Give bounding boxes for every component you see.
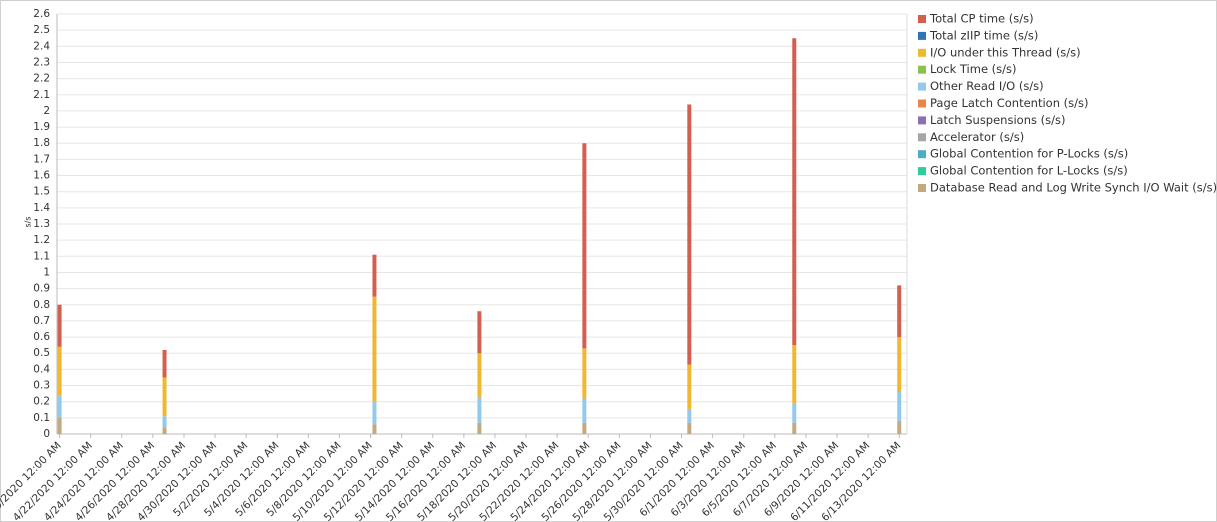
y-tick-label: 1.5 bbox=[33, 186, 50, 198]
y-tick-label: 1.9 bbox=[33, 121, 50, 133]
y-tick-label: 0.7 bbox=[33, 315, 50, 327]
y-tick-label: 0 bbox=[43, 428, 50, 440]
y-tick-label: 2.4 bbox=[33, 40, 50, 52]
bar-segment bbox=[477, 422, 482, 434]
bar-segment bbox=[792, 422, 797, 434]
bar-segment bbox=[897, 337, 902, 392]
legend-label: Accelerator (s/s) bbox=[930, 130, 1024, 144]
y-tick-label: 1.7 bbox=[33, 153, 50, 165]
bar-segment bbox=[162, 416, 167, 428]
bar-segment bbox=[162, 427, 167, 434]
legend-swatch bbox=[918, 65, 926, 74]
bar-segment bbox=[687, 104, 692, 365]
y-tick-label: 1.2 bbox=[33, 234, 50, 246]
legend-label: Total zIIP time (s/s) bbox=[929, 28, 1038, 42]
y-tick-label: 0.8 bbox=[33, 299, 50, 311]
legend-swatch bbox=[918, 184, 926, 192]
bar-segment bbox=[582, 143, 587, 349]
legend-label: Lock Time (s/s) bbox=[930, 62, 1017, 76]
bar-segment bbox=[477, 396, 482, 423]
bar-segment bbox=[582, 422, 587, 434]
bar-segment bbox=[897, 285, 902, 338]
bar-segment bbox=[477, 311, 482, 354]
legend-label: Latch Suspensions (s/s) bbox=[930, 113, 1065, 127]
legend-label: Other Read I/O (s/s) bbox=[930, 79, 1044, 93]
bar-segment bbox=[57, 346, 62, 396]
bar-segment bbox=[57, 304, 62, 347]
bar-segment bbox=[687, 409, 692, 423]
bar-segment bbox=[162, 377, 167, 417]
y-tick-label: 2.1 bbox=[33, 89, 50, 101]
y-tick-label: 0.1 bbox=[33, 412, 50, 424]
y-tick-label: 2.6 bbox=[33, 8, 50, 20]
bar-segment bbox=[687, 422, 692, 434]
legend-label: Global Contention for L-Locks (s/s) bbox=[930, 164, 1128, 178]
bar-segment bbox=[897, 392, 902, 422]
legend-swatch bbox=[918, 99, 926, 108]
y-tick-label: 0.5 bbox=[33, 347, 50, 359]
y-tick-label: 0.3 bbox=[33, 380, 50, 392]
bar-segment bbox=[792, 345, 797, 404]
bar-segment bbox=[582, 348, 587, 399]
bar-segment bbox=[582, 398, 587, 423]
bar-segment bbox=[372, 401, 377, 425]
legend-swatch bbox=[918, 133, 926, 142]
legend-label: Database Read and Log Write Synch I/O Wa… bbox=[930, 181, 1217, 195]
y-tick-label: 1.1 bbox=[33, 250, 50, 262]
bar-segment bbox=[372, 424, 377, 434]
y-tick-label: 1.6 bbox=[33, 170, 50, 182]
bar-segment bbox=[57, 395, 62, 418]
legend-swatch bbox=[918, 167, 926, 176]
y-tick-label: 2 bbox=[43, 105, 50, 117]
bar-segment bbox=[792, 403, 797, 423]
legend-swatch bbox=[918, 150, 926, 159]
y-tick-label: 0.2 bbox=[33, 396, 50, 408]
legend-swatch bbox=[918, 31, 926, 40]
bar-segment bbox=[687, 364, 692, 410]
y-tick-label: 0.9 bbox=[33, 283, 50, 295]
y-tick-label: 0.4 bbox=[33, 363, 50, 375]
y-tick-label: 2.5 bbox=[33, 24, 50, 36]
bar-segment bbox=[372, 296, 377, 402]
legend-label: Global Contention for P-Locks (s/s) bbox=[930, 147, 1128, 161]
legend-label: I/O under this Thread (s/s) bbox=[930, 45, 1081, 59]
bar-segment bbox=[792, 38, 797, 346]
bar-segment bbox=[372, 254, 377, 297]
bar-segment bbox=[162, 350, 167, 378]
bar-segment bbox=[57, 417, 62, 434]
legend-label: Total CP time (s/s) bbox=[929, 12, 1034, 26]
bar-segment bbox=[897, 421, 902, 434]
y-tick-label: 1 bbox=[43, 266, 50, 278]
y-tick-label: 2.3 bbox=[33, 56, 50, 68]
y-tick-label: 1.4 bbox=[33, 202, 50, 214]
y-tick-label: 1.3 bbox=[33, 218, 50, 230]
legend-swatch bbox=[918, 116, 926, 125]
y-tick-label: 0.6 bbox=[33, 331, 50, 343]
legend-swatch bbox=[918, 48, 926, 57]
legend-swatch bbox=[918, 82, 926, 91]
y-tick-label: 2.2 bbox=[33, 73, 50, 85]
legend-swatch bbox=[918, 15, 926, 23]
legend-label: Page Latch Contention (s/s) bbox=[930, 96, 1088, 110]
y-tick-label: 1.8 bbox=[33, 137, 50, 149]
y-axis-label: s/s bbox=[24, 216, 33, 227]
bar-segment bbox=[477, 353, 482, 397]
